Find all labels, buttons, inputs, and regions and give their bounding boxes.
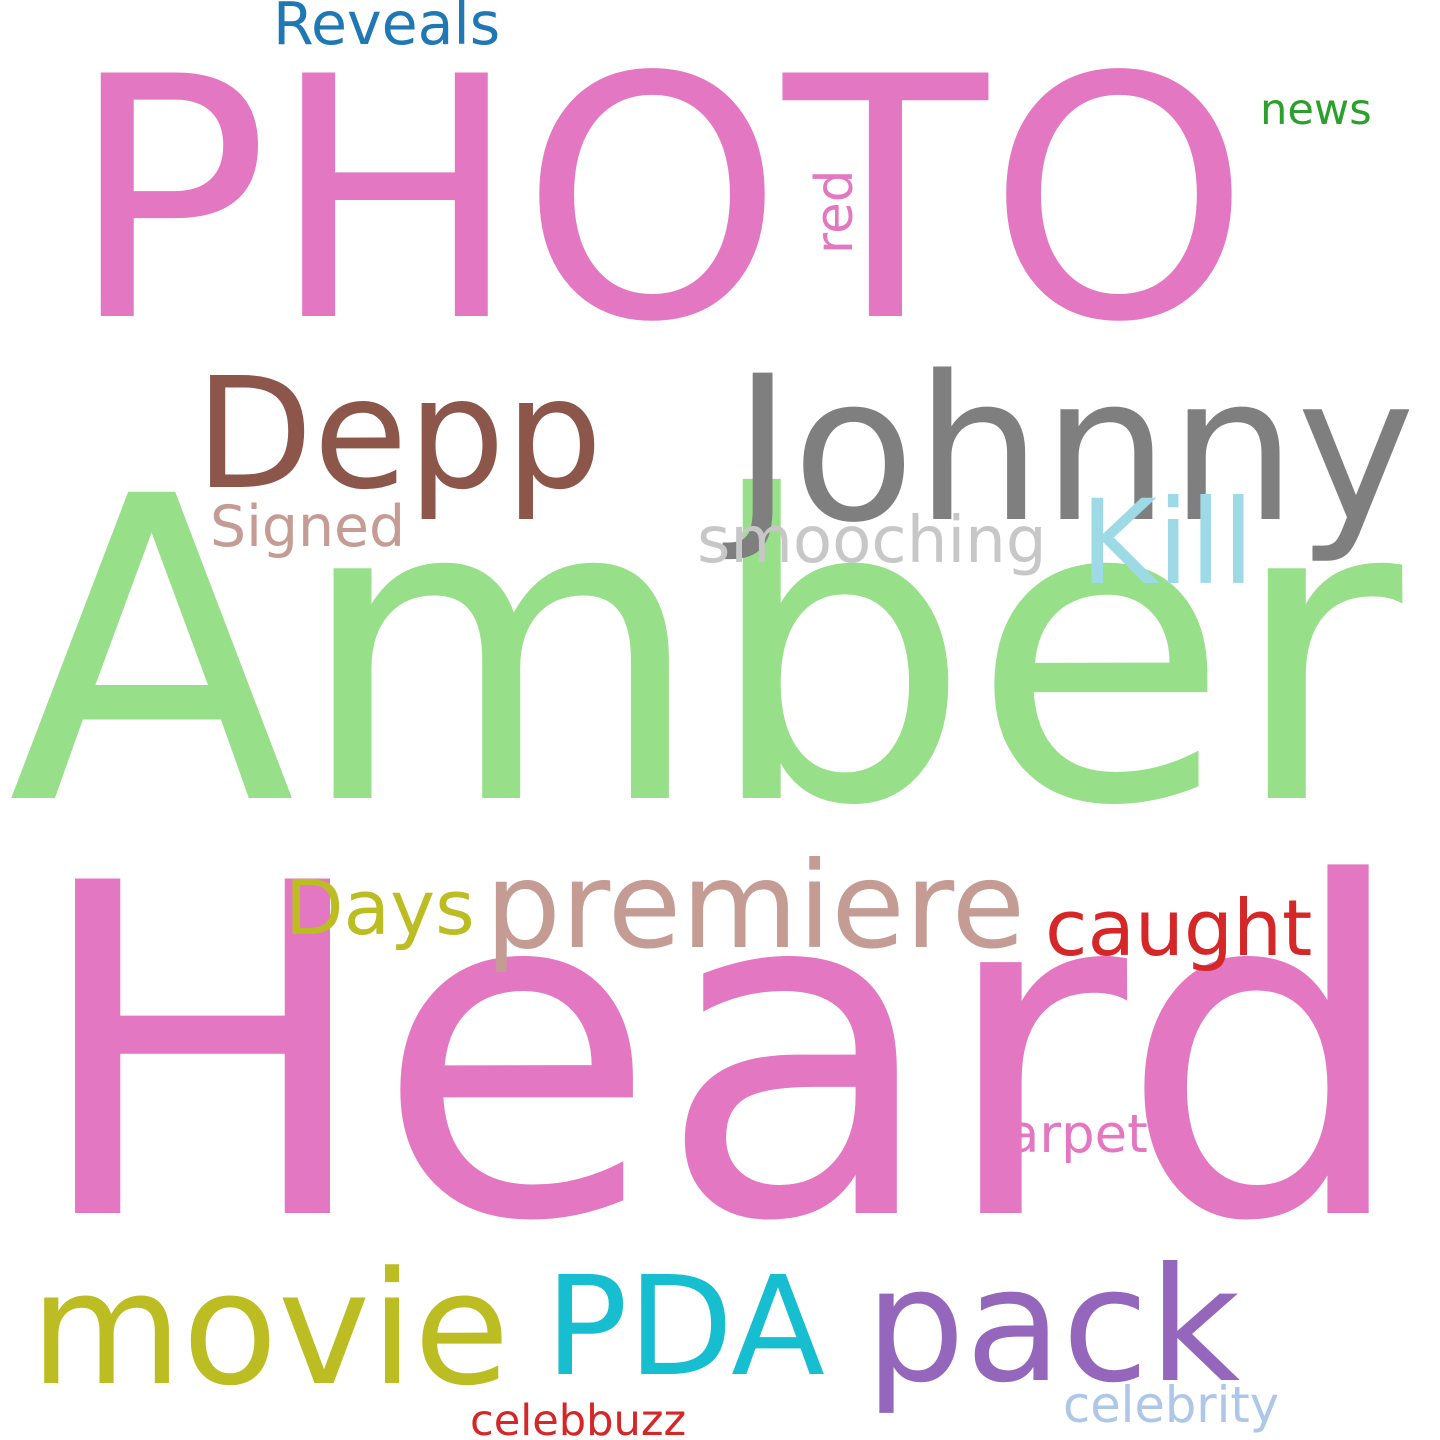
word-days: Days	[285, 863, 475, 953]
word-pack: pack	[865, 1233, 1241, 1418]
word-reveals: Reveals	[273, 0, 501, 58]
word-amber: Amber	[8, 409, 1403, 899]
word-heard: Heard	[30, 788, 1411, 1323]
word-pda: PDA	[545, 1247, 825, 1407]
word-depp: Depp	[195, 344, 603, 524]
word-premiere: premiere	[485, 836, 1026, 976]
word-celebrity: celebrity	[1063, 1375, 1280, 1434]
word-movie: movie	[30, 1238, 510, 1421]
word-celebbuzz: celebbuzz	[470, 1396, 687, 1440]
word-kill: Kill	[1080, 474, 1255, 612]
word-news: news	[1260, 85, 1372, 136]
word-johnny: Johnny	[733, 333, 1416, 567]
word-signed: Signed	[210, 494, 406, 561]
word-smooching: smooching	[697, 503, 1047, 579]
word-red: red	[805, 169, 865, 254]
word-carpet: carpet	[978, 1103, 1148, 1165]
word-photo: PHOTO	[68, 5, 1251, 395]
word-caught: caught	[1045, 884, 1313, 975]
